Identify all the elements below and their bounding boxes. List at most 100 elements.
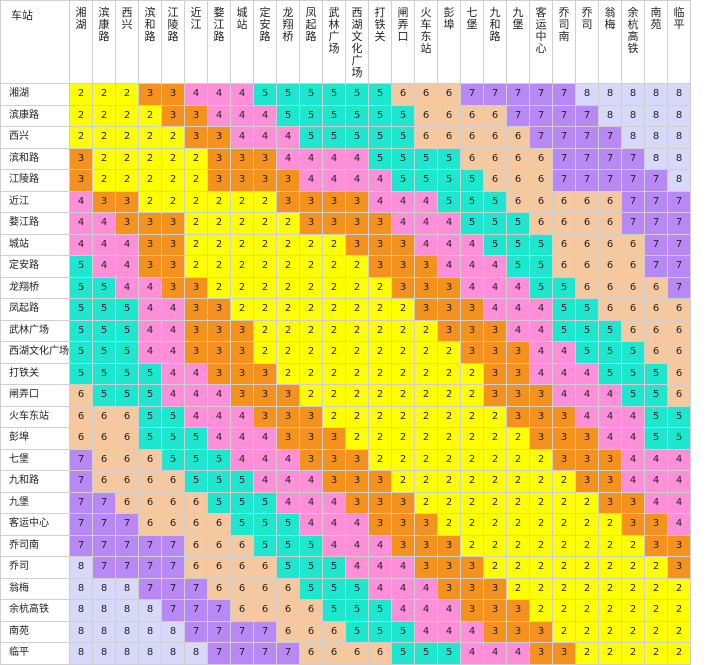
fare-cell: 2	[667, 642, 691, 665]
fare-cell: 2	[322, 384, 346, 407]
fare-cell: 5	[414, 169, 438, 192]
fare-cell: 4	[667, 470, 691, 493]
fare-cell: 7	[529, 104, 553, 127]
fare-cell: 8	[667, 169, 691, 192]
fare-cell: 5	[92, 384, 116, 407]
fare-cell: 7	[575, 126, 599, 149]
fare-cell: 4	[598, 427, 622, 450]
fare-cell: 2	[644, 577, 668, 600]
fare-cell: 5	[276, 513, 300, 536]
fare-cell: 3	[368, 470, 392, 493]
fare-cell: 2	[460, 513, 484, 536]
fare-cell: 2	[437, 362, 461, 385]
column-header: 余杭高铁	[621, 0, 645, 84]
fare-cell: 4	[138, 319, 162, 342]
fare-cell: 2	[184, 255, 208, 278]
fare-cell: 4	[253, 470, 277, 493]
fare-cell: 8	[667, 147, 691, 170]
fare-cell: 6	[414, 126, 438, 149]
fare-cell: 7	[506, 104, 530, 127]
fare-cell: 7	[621, 190, 645, 213]
fare-cell: 3	[253, 362, 277, 385]
fare-cell: 3	[322, 470, 346, 493]
fare-cell: 5	[299, 83, 323, 106]
fare-cell: 6	[621, 233, 645, 256]
fare-cell: 2	[345, 384, 369, 407]
fare-cell: 5	[345, 599, 369, 622]
fare-cell: 7	[207, 642, 231, 665]
fare-cell: 7	[667, 255, 691, 278]
fare-cell: 4	[575, 405, 599, 428]
fare-cell: 5	[529, 233, 553, 256]
table-row: 彭埠 6 6 6 5 5 5 4 4 4 3 3 3 2 2 2 2 2 2 2 2 3 3 3 4 4 5 5	[0, 427, 691, 450]
fare-cell: 2	[391, 405, 415, 428]
fare-cell: 8	[69, 556, 93, 579]
fare-cell: 7	[598, 147, 622, 170]
fare-cell: 5	[621, 341, 645, 364]
column-header: 滨和路	[138, 0, 162, 84]
fare-cell: 5	[69, 298, 93, 321]
fare-cell: 2	[207, 190, 231, 213]
row-header-label: 七堡	[0, 448, 70, 471]
fare-cell: 3	[161, 255, 185, 278]
fare-cell: 3	[552, 642, 576, 665]
fare-cell: 3	[138, 212, 162, 235]
row-header-label: 九和路	[0, 470, 70, 493]
fare-cell: 6	[322, 620, 346, 643]
fare-cell: 2	[391, 427, 415, 450]
row-header-label: 近江	[0, 190, 70, 213]
fare-cell: 4	[207, 104, 231, 127]
column-header: 南苑	[644, 0, 668, 84]
fare-cell: 6	[598, 233, 622, 256]
fare-cell: 2	[598, 577, 622, 600]
fare-cell: 5	[621, 362, 645, 385]
fare-cell: 3	[253, 384, 277, 407]
fare-cell: 3	[345, 190, 369, 213]
fare-cell: 4	[230, 427, 254, 450]
fare-cell: 4	[184, 362, 208, 385]
fare-cell: 3	[575, 470, 599, 493]
fare-cell: 5	[161, 448, 185, 471]
fare-cell: 8	[69, 599, 93, 622]
fare-cell: 6	[506, 169, 530, 192]
fare-cell: 3	[138, 83, 162, 106]
fare-cell: 2	[184, 147, 208, 170]
fare-cell: 6	[207, 513, 231, 536]
fare-cell: 2	[437, 448, 461, 471]
fare-cell: 2	[667, 577, 691, 600]
fare-cell: 2	[253, 341, 277, 364]
fare-cell: 6	[460, 104, 484, 127]
fare-cell: 2	[345, 276, 369, 299]
fare-cell: 6	[667, 319, 691, 342]
fare-cell: 7	[552, 126, 576, 149]
fare-cell: 5	[598, 319, 622, 342]
fare-cell: 3	[552, 405, 576, 428]
fare-cell: 2	[184, 169, 208, 192]
fare-cell: 5	[92, 319, 116, 342]
fare-cell: 3	[437, 276, 461, 299]
fare-cell: 2	[414, 405, 438, 428]
column-header: 九和路	[483, 0, 507, 84]
column-header: 近江	[184, 0, 208, 84]
fare-cell: 2	[644, 620, 668, 643]
fare-cell: 2	[299, 298, 323, 321]
fare-cell: 6	[276, 620, 300, 643]
fare-cell: 3	[414, 556, 438, 579]
fare-cell: 8	[115, 599, 139, 622]
fare-cell: 5	[207, 448, 231, 471]
column-header: 滨康路	[92, 0, 116, 84]
fare-cell: 2	[391, 384, 415, 407]
column-header-label: 客运中心	[535, 6, 547, 55]
fare-cell: 6	[598, 190, 622, 213]
fare-cell: 4	[207, 405, 231, 428]
fare-cell: 5	[92, 298, 116, 321]
fare-cell: 3	[391, 534, 415, 557]
fare-cell: 3	[414, 255, 438, 278]
column-header-label: 翁梅	[604, 6, 616, 31]
fare-cell: 2	[345, 298, 369, 321]
fare-cell: 7	[575, 169, 599, 192]
fare-cell: 4	[506, 642, 530, 665]
fare-cell: 2	[207, 276, 231, 299]
fare-cell: 2	[460, 470, 484, 493]
fare-cell: 4	[368, 534, 392, 557]
